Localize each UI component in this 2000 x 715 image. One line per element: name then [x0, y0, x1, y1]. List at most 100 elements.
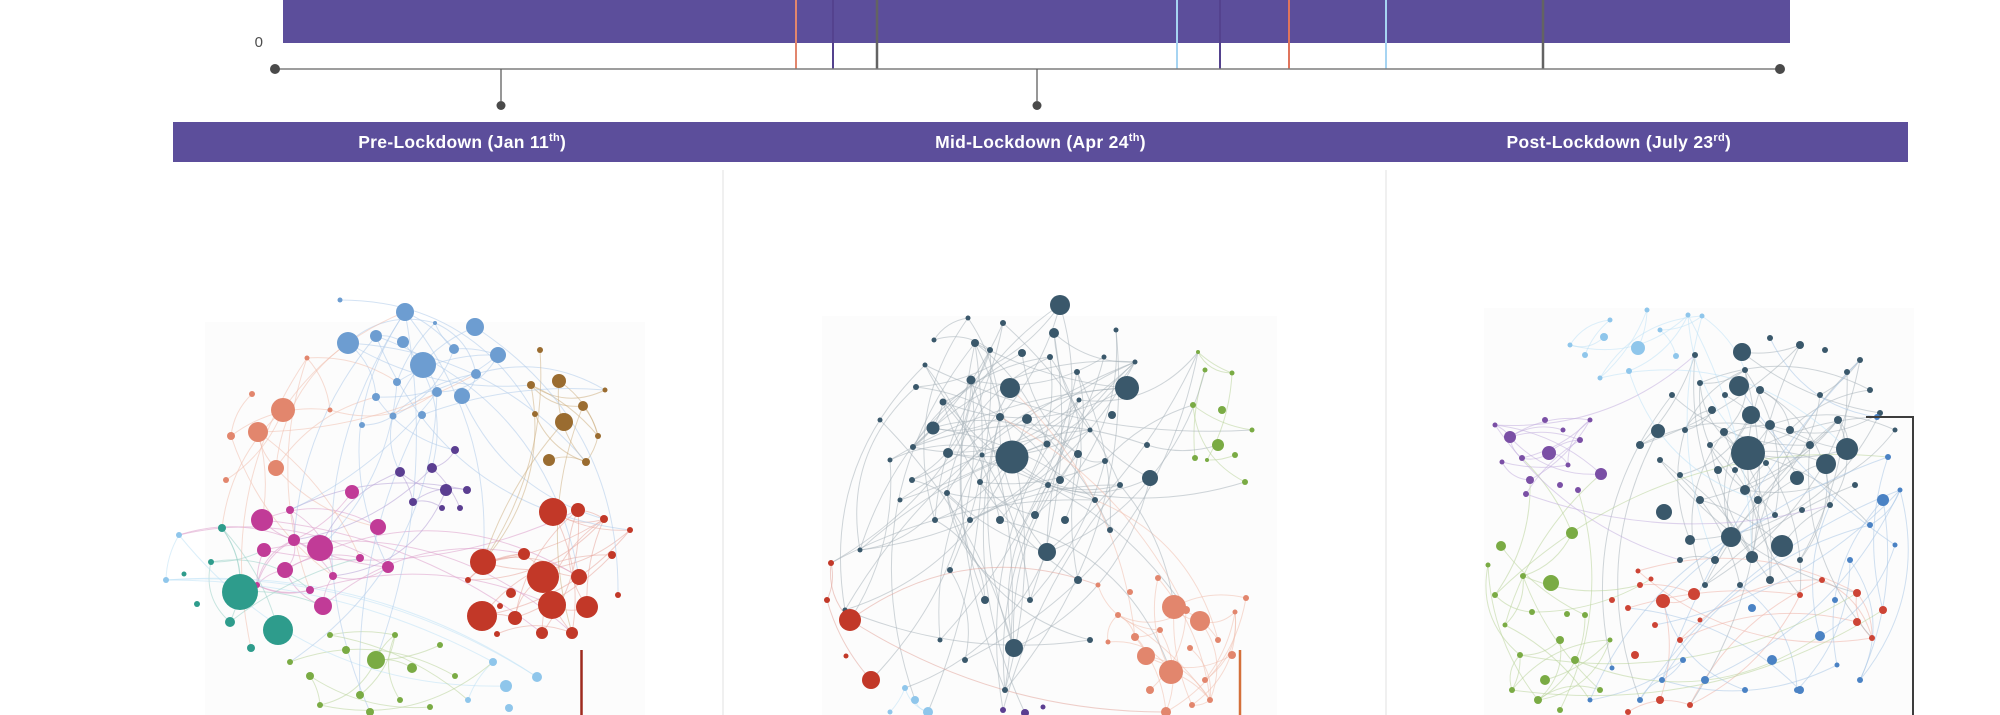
network-node[interactable] [342, 646, 350, 654]
network-node[interactable] [1722, 392, 1728, 398]
network-node[interactable] [1146, 686, 1154, 694]
network-node[interactable] [1242, 479, 1248, 485]
network-node[interactable] [981, 596, 989, 604]
network-node[interactable] [163, 577, 169, 583]
network-node[interactable] [1087, 427, 1093, 433]
time-axis-right-handle[interactable] [1775, 64, 1785, 74]
network-node[interactable] [489, 658, 497, 666]
network-node[interactable] [1567, 342, 1573, 348]
network-node[interactable] [539, 498, 567, 526]
network-node[interactable] [931, 337, 937, 343]
network-node[interactable] [1228, 651, 1236, 659]
network-node[interactable] [1131, 633, 1139, 641]
network-node[interactable] [1102, 458, 1108, 464]
network-node[interactable] [508, 611, 522, 625]
network-node[interactable] [1740, 485, 1750, 495]
network-node[interactable] [1680, 657, 1686, 663]
network-node[interactable] [1542, 446, 1556, 460]
network-node[interactable] [932, 517, 938, 523]
network-node[interactable] [566, 627, 578, 639]
network-node[interactable] [828, 560, 834, 566]
network-node[interactable] [356, 691, 364, 699]
network-node[interactable] [1523, 491, 1529, 497]
network-node[interactable] [939, 398, 947, 406]
network-node[interactable] [277, 562, 293, 578]
network-node[interactable] [887, 709, 893, 715]
network-node[interactable] [372, 393, 380, 401]
network-node[interactable] [1721, 527, 1741, 547]
network-node[interactable] [1159, 660, 1183, 684]
network-node[interactable] [1499, 459, 1505, 465]
network-node[interactable] [500, 680, 512, 692]
network-node[interactable] [471, 369, 481, 379]
network-node[interactable] [1685, 535, 1695, 545]
network-node[interactable] [306, 586, 314, 594]
network-node[interactable] [1867, 522, 1873, 528]
network-node[interactable] [1731, 436, 1765, 470]
network-node[interactable] [1790, 471, 1804, 485]
network-node[interactable] [1502, 622, 1508, 628]
network-node[interactable] [1496, 541, 1506, 551]
network-node[interactable] [251, 509, 273, 531]
network-node[interactable] [857, 547, 863, 553]
network-node[interactable] [433, 321, 437, 325]
network-node[interactable] [977, 479, 983, 485]
network-node[interactable] [1564, 611, 1570, 617]
network-node[interactable] [1595, 468, 1607, 480]
network-node[interactable] [1076, 397, 1082, 403]
network-node[interactable] [1582, 612, 1588, 618]
network-node[interactable] [1587, 697, 1593, 703]
network-node[interactable] [1733, 343, 1751, 361]
network-node[interactable] [1625, 709, 1631, 715]
network-node[interactable] [1190, 402, 1196, 408]
network-node[interactable] [1189, 702, 1195, 708]
network-node[interactable] [1229, 370, 1235, 376]
network-node[interactable] [286, 506, 294, 514]
network-node[interactable] [1243, 595, 1249, 601]
network-node[interactable] [937, 637, 943, 643]
network-node[interactable] [457, 505, 463, 511]
network-node[interactable] [1742, 687, 1748, 693]
network-node[interactable] [962, 657, 968, 663]
network-node[interactable] [1577, 437, 1583, 443]
network-node[interactable] [337, 332, 359, 354]
network-node[interactable] [427, 704, 433, 710]
network-node[interactable] [1022, 414, 1032, 424]
network-node[interactable] [923, 707, 933, 715]
network-node[interactable] [1509, 687, 1515, 693]
network-node[interactable] [1729, 376, 1749, 396]
network-node[interactable] [208, 559, 214, 565]
network-node[interactable] [1187, 645, 1193, 651]
network-node[interactable] [1682, 427, 1688, 433]
network-node[interactable] [1005, 639, 1023, 657]
network-node[interactable] [1631, 341, 1645, 355]
network-node[interactable] [1192, 455, 1198, 461]
network-node[interactable] [397, 697, 403, 703]
network-node[interactable] [1212, 439, 1224, 451]
network-node[interactable] [911, 696, 919, 704]
network-node[interactable] [439, 505, 445, 511]
network-node[interactable] [1867, 387, 1873, 393]
network-node[interactable] [1669, 392, 1675, 398]
network-node[interactable] [1021, 709, 1029, 715]
network-node[interactable] [1115, 376, 1139, 400]
network-node[interactable] [996, 413, 1004, 421]
network-node[interactable] [437, 642, 443, 648]
network-node[interactable] [382, 561, 394, 573]
network-node[interactable] [1767, 655, 1777, 665]
network-node[interactable] [582, 458, 590, 466]
network-node[interactable] [1560, 427, 1566, 433]
network-node[interactable] [1659, 677, 1665, 683]
network-node[interactable] [1557, 482, 1563, 488]
network-node[interactable] [306, 672, 314, 680]
network-node[interactable] [263, 615, 293, 645]
network-node[interactable] [944, 490, 950, 496]
network-node[interactable] [1853, 589, 1861, 597]
network-node[interactable] [1000, 707, 1006, 713]
network-node[interactable] [1607, 637, 1613, 643]
network-node[interactable] [862, 671, 880, 689]
network-node[interactable] [1050, 295, 1070, 315]
network-node[interactable] [257, 543, 271, 557]
network-node[interactable] [223, 477, 229, 483]
network-node[interactable] [410, 352, 436, 378]
